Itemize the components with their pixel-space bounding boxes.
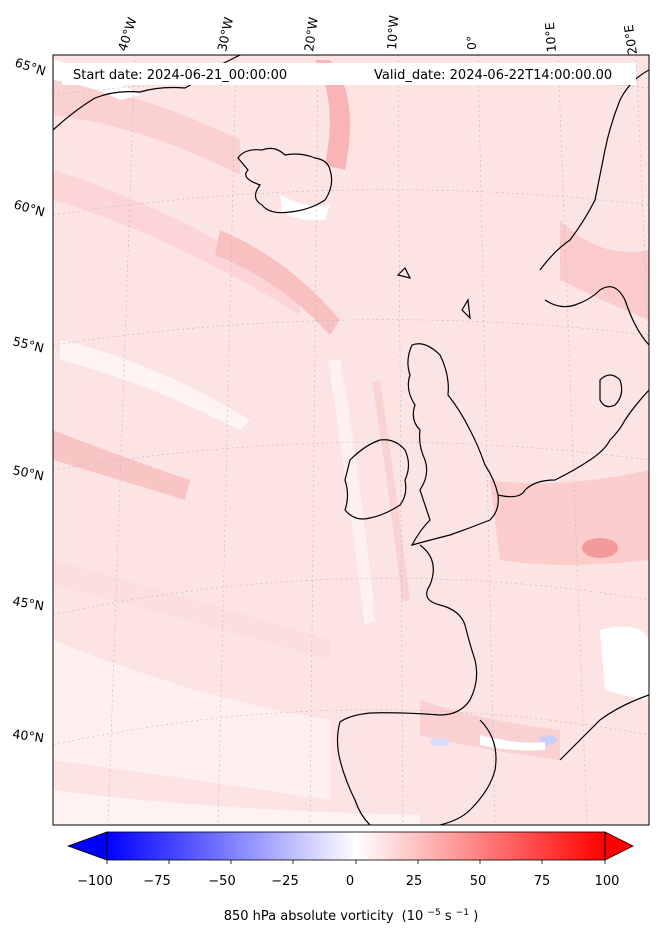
lat-label-60n: 60°N [12, 196, 46, 219]
europe-coast-2 [497, 389, 649, 498]
lon-label-10e: 10°E [542, 22, 559, 53]
colorbar-label-units-exp1: −5 [427, 908, 440, 918]
colorbar-tick-neg25: −25 [271, 874, 298, 889]
header-label-box [62, 63, 636, 85]
africa-coast [559, 694, 649, 761]
lon-label-20w: 20°W [301, 16, 321, 52]
colorbar-tick-neg75: −75 [143, 874, 170, 889]
graticule [53, 55, 649, 825]
colorbar-tick-75: 75 [534, 874, 551, 889]
latitude-labels: 65°N 60°N 55°N 50°N 45°N 40°N [11, 55, 47, 746]
lat-label-40n: 40°N [12, 726, 45, 745]
lat-label-65n: 65°N [13, 55, 48, 79]
lon-label-40w: 40°W [115, 15, 140, 52]
lat-label-55n: 55°N [11, 333, 45, 355]
colorbar-tick-0: 0 [346, 874, 354, 889]
lat-label-45n: 45°N [11, 593, 45, 613]
vorticity-field [53, 60, 649, 825]
valid-date-label: Valid_date: 2024-06-22T14:00:00.00 [374, 68, 612, 83]
start-date-label: Start date: 2024-06-21_00:00:00 [73, 68, 287, 83]
colorbar-label-units-mid: s [445, 909, 452, 924]
colorbar-extend-min [66, 831, 108, 861]
coastlines [53, 55, 649, 825]
colorbar-tick-neg50: −50 [208, 874, 235, 889]
iceland-coast [237, 147, 333, 214]
denmark-coast [599, 374, 623, 408]
britain-coast [407, 343, 499, 546]
colorbar-tick-25: 25 [406, 874, 423, 889]
colorbar-tick-neg100: −100 [77, 874, 113, 889]
colorbar-label-units-end: ) [473, 909, 478, 924]
lat-label-50n: 50°N [11, 462, 45, 483]
scandinavia-coast-2 [544, 286, 649, 346]
colorbar: −100 −75 −50 −25 0 25 50 75 100 850 hPa … [66, 831, 634, 924]
iberia-coast [439, 719, 497, 825]
colorbar-tick-100: 100 [595, 874, 620, 889]
scandinavia-coast [539, 69, 649, 271]
colorbar-extend-max [604, 831, 634, 861]
colorbar-tick-50: 50 [470, 874, 487, 889]
colorbar-label-units-exp2: −1 [456, 908, 469, 918]
longitude-labels: 40°W 30°W 20°W 10°W 0° 10°E 20°E [115, 15, 640, 56]
colorbar-label-units-base: (10 [402, 909, 424, 924]
lon-label-30w: 30°W [214, 16, 236, 53]
lon-label-20e: 20°E [621, 24, 640, 56]
map-panel [53, 55, 649, 825]
lon-label-0: 0° [464, 36, 479, 50]
europe-coast [336, 544, 478, 825]
colorbar-label-variable: 850 hPa absolute vorticity [224, 909, 394, 924]
map-frame [52, 54, 650, 826]
lon-label-10w: 10°W [384, 15, 401, 50]
colorbar-gradient [106, 831, 606, 861]
ireland-coast [344, 439, 410, 520]
shetland [461, 298, 471, 320]
colorbar-label: 850 hPa absolute vorticity (10 −5 s −1 ) [224, 904, 479, 924]
faroe-islands [396, 266, 412, 279]
